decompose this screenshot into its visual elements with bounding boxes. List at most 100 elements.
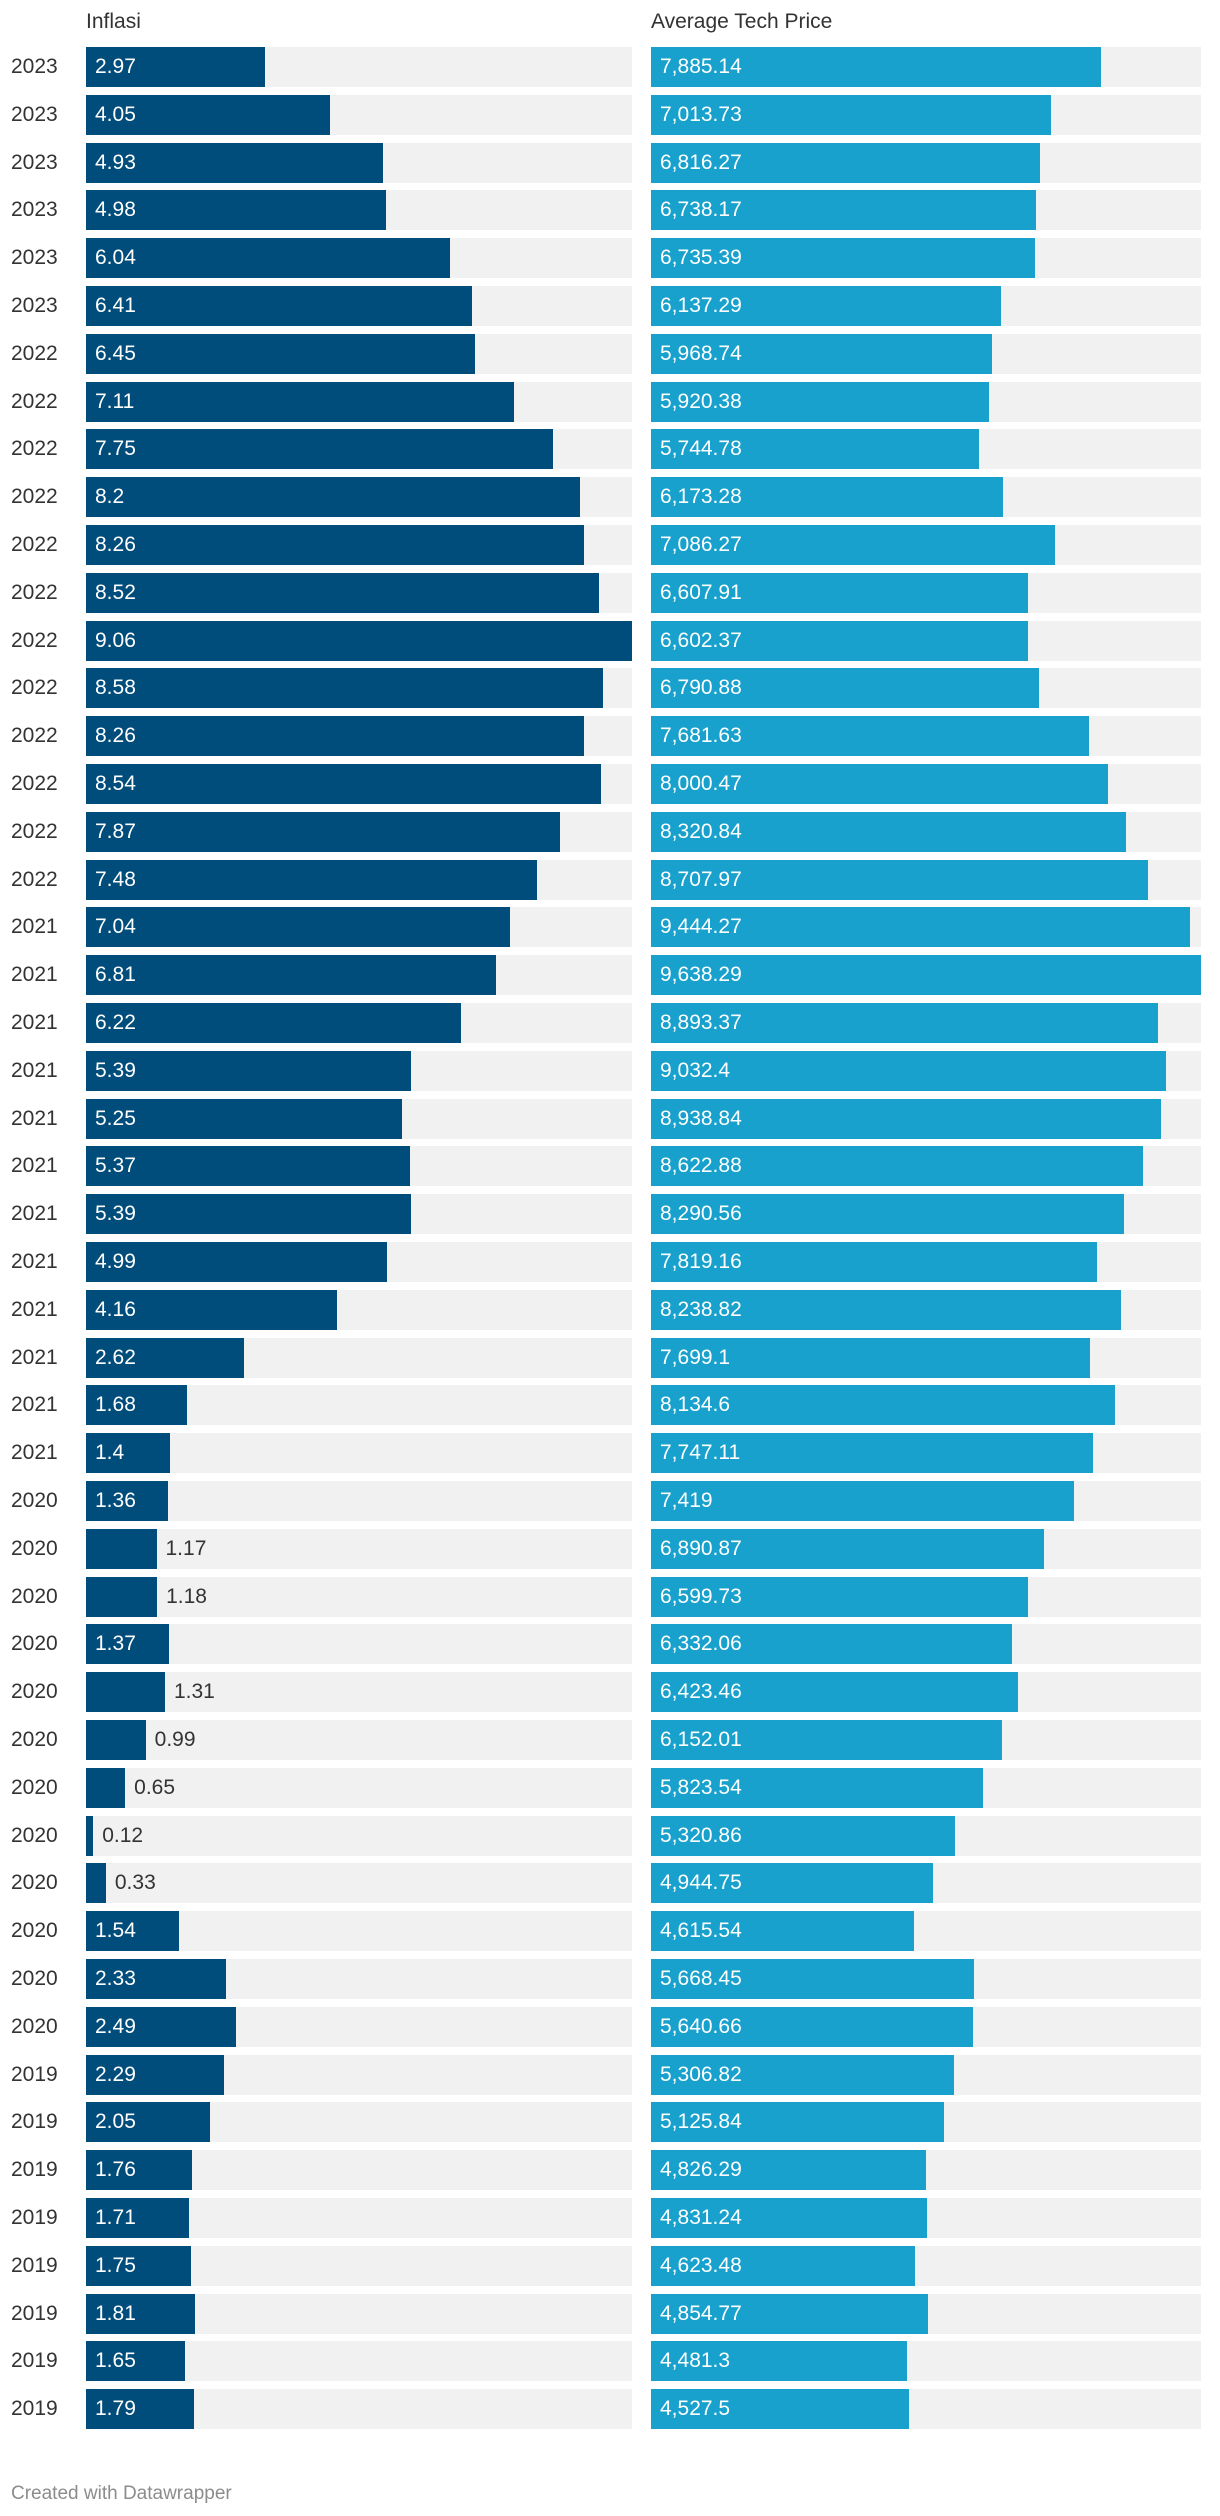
category-label: 2022: [11, 533, 58, 556]
data-label-tech-price: 5,306.82: [660, 2062, 742, 2086]
bar-inflasi: [86, 429, 554, 470]
bar-track-inflasi: 8.2: [86, 477, 632, 518]
bar-inflasi: [86, 1337, 244, 1378]
bar-track-tech-price: 8,622.88: [651, 1146, 1201, 1187]
bar-inflasi: [86, 764, 601, 804]
chart-row: 2020 1.31 6,423.46: [0, 1672, 1220, 1713]
category-label: 2021: [11, 1393, 58, 1417]
bar-inflasi: [86, 2245, 192, 2286]
bar-track-tech-price: 4,826.29: [651, 2150, 1201, 2191]
category-label: 2019: [11, 2349, 58, 2373]
bar-inflasi: [86, 1720, 146, 1760]
chart-row: 2023 2.97 7,885.14: [0, 47, 1220, 87]
bar-tech-price: [651, 1672, 1018, 1713]
bar-tech-price: [651, 1481, 1075, 1521]
chart-row: 2021 1.4 7,747.11: [0, 1433, 1220, 1474]
category-label: 2020: [11, 1823, 58, 1847]
category-label: 2021: [11, 1297, 58, 1321]
bar-track-inflasi: 4.99: [86, 1242, 632, 1282]
data-label-tech-price: 8,290.56: [660, 1202, 742, 1226]
data-label-tech-price: 7,699.1: [660, 1345, 731, 1369]
chart-row: 2020 0.33 4,944.75: [0, 1863, 1220, 1904]
data-label-inflasi: 0.65: [134, 1775, 176, 1799]
bar-inflasi: [86, 333, 475, 374]
bar-track-inflasi: 1.37: [86, 1624, 632, 1665]
data-label-inflasi: 7.04: [95, 915, 136, 939]
bar-track-tech-price: 8,320.84: [651, 811, 1201, 852]
data-label-inflasi: 8.26: [95, 724, 136, 748]
chart-row: 2022 7.48 8,707.97: [0, 859, 1220, 900]
data-label-tech-price: 6,173.28: [660, 485, 742, 509]
bar-track-inflasi: 2.05: [86, 2102, 632, 2143]
bar-track-tech-price: 4,481.3: [651, 2341, 1201, 2382]
bar-tech-price: [651, 333, 992, 374]
data-label-tech-price: 8,938.84: [660, 1106, 742, 1130]
data-label-inflasi: 1.37: [95, 1632, 136, 1656]
chart-row: 2020 1.17 6,890.87: [0, 1528, 1220, 1569]
category-label: 2020: [11, 1871, 58, 1895]
bar-track-tech-price: 5,320.86: [651, 1815, 1201, 1856]
bar-tech-price: [651, 286, 1002, 326]
bar-inflasi: [86, 1911, 179, 1952]
data-label-tech-price: 6,607.91: [660, 580, 742, 604]
bar-tech-price: [651, 477, 1004, 518]
bar-track-tech-price: 6,332.06: [651, 1624, 1201, 1665]
data-label-inflasi: 0.33: [114, 1871, 156, 1895]
bar-inflasi: [86, 1146, 410, 1187]
category-label: 2022: [11, 676, 58, 700]
category-label: 2020: [11, 1536, 58, 1560]
bar-track-inflasi: 7.48: [86, 859, 632, 900]
chart-row: 2022 6.45 5,968.74: [0, 333, 1220, 374]
bar-track-tech-price: 5,744.78: [651, 429, 1201, 470]
bar-track-inflasi: 2.29: [86, 2054, 632, 2095]
bar-track-tech-price: 7,013.73: [651, 94, 1201, 135]
bar-inflasi: [86, 1624, 169, 1665]
bar-track-tech-price: 6,173.28: [651, 477, 1201, 518]
chart-row: 2021 1.68 8,134.6: [0, 1385, 1220, 1426]
bar-track-inflasi: 1.17: [86, 1528, 632, 1569]
bar-track-tech-price: 4,527.5: [651, 2389, 1201, 2430]
category-label: 2022: [11, 772, 58, 795]
bar-track-inflasi: 1.18: [86, 1576, 632, 1617]
chart-row: 2022 8.52 6,607.91: [0, 572, 1220, 613]
data-label-tech-price: 8,134.6: [660, 1393, 731, 1417]
category-label: 2019: [11, 2206, 58, 2229]
bar-track-tech-price: 6,816.27: [651, 142, 1201, 183]
category-label: 2021: [11, 1250, 58, 1273]
data-label-inflasi: 8.58: [95, 676, 136, 700]
data-label-inflasi: 9.06: [95, 628, 136, 652]
bar-track-tech-price: 5,823.54: [651, 1767, 1201, 1808]
bar-inflasi: [86, 1385, 188, 1426]
category-label: 2022: [11, 867, 58, 891]
bar-inflasi: [86, 238, 450, 279]
data-label-inflasi: 1.18: [166, 1584, 207, 1608]
data-label-tech-price: 6,790.88: [660, 676, 742, 700]
chart-row: 2022 7.87 8,320.84: [0, 811, 1220, 852]
data-label-tech-price: 5,744.78: [660, 437, 742, 461]
chart-row: 2021 5.39 9,032.4: [0, 1050, 1220, 1091]
bar-track-inflasi: 4.93: [86, 142, 632, 183]
bar-inflasi: [86, 859, 537, 900]
data-label-inflasi: 2.49: [95, 2014, 136, 2038]
bar-inflasi: [86, 47, 265, 87]
bar-tech-price: [651, 1194, 1125, 1235]
data-label-tech-price: 8,622.88: [660, 1154, 742, 1178]
data-label-tech-price: 6,423.46: [660, 1680, 742, 1704]
bar-inflasi: [86, 716, 584, 757]
category-label: 2022: [11, 819, 58, 843]
bar-inflasi: [86, 955, 497, 996]
bar-track-tech-price: 7,747.11: [651, 1433, 1201, 1474]
bar-track-inflasi: 8.52: [86, 572, 632, 613]
bar-inflasi: [86, 1098, 403, 1139]
data-label-tech-price: 6,332.06: [660, 1632, 742, 1656]
data-label-inflasi: 4.16: [95, 1297, 136, 1321]
bar-tech-price: [651, 1911, 915, 1952]
category-label: 2020: [11, 1919, 58, 1943]
category-label: 2023: [11, 102, 58, 126]
bar-track-tech-price: 7,419: [651, 1481, 1201, 1521]
bar-tech-price: [651, 94, 1052, 135]
bar-track-tech-price: 4,944.75: [651, 1863, 1201, 1904]
bar-track-inflasi: 5.39: [86, 1194, 632, 1235]
category-label: 2020: [11, 1584, 58, 1608]
bar-track-tech-price: 8,134.6: [651, 1385, 1201, 1426]
